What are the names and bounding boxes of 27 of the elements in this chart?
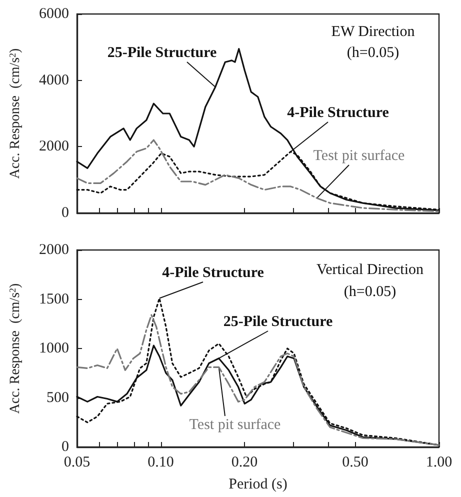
x-tick-label: 1.00 (426, 454, 452, 470)
annotation: EW Direction (331, 24, 416, 40)
annotation: Vertical Direction (316, 262, 424, 278)
series-label: Test pit surface (313, 148, 406, 164)
annotation: (h=0.05) (344, 284, 396, 300)
x-axis-title: Period (s) (228, 476, 288, 492)
series-label: 25-Pile Structure (107, 45, 217, 61)
y-tick-label: 2000 (39, 242, 69, 258)
x-tick-label: 0.05 (64, 454, 90, 470)
series-label: 4-Pile Structure (162, 265, 264, 281)
y-tick-label: 500 (46, 390, 69, 406)
text: 4-Pile Structure (287, 105, 390, 121)
y-tick-label: 2000 (39, 138, 69, 155)
y-tick-label: 1500 (39, 291, 69, 308)
y-tick-label: 1000 (39, 340, 69, 356)
x-tick-label: 0.50 (342, 454, 368, 470)
series-label: 25-Pile Structure (223, 314, 333, 330)
annotation: (h=0.05) (346, 45, 400, 61)
y-axis-title: Acc. Response (cm/s2) (8, 282, 23, 414)
y-tick-label: 0 (62, 205, 69, 221)
y-axis-title: Acc. Response (cm/s2) (8, 48, 23, 179)
y-tick-label: 4000 (39, 72, 69, 88)
y-tick-label: 0 (62, 439, 69, 455)
y-tick-label: 6000 (39, 6, 69, 22)
x-tick-label: 0.10 (148, 454, 174, 470)
series-label: Test pit surface (189, 417, 282, 433)
x-tick-label: 0.20 (231, 454, 258, 470)
